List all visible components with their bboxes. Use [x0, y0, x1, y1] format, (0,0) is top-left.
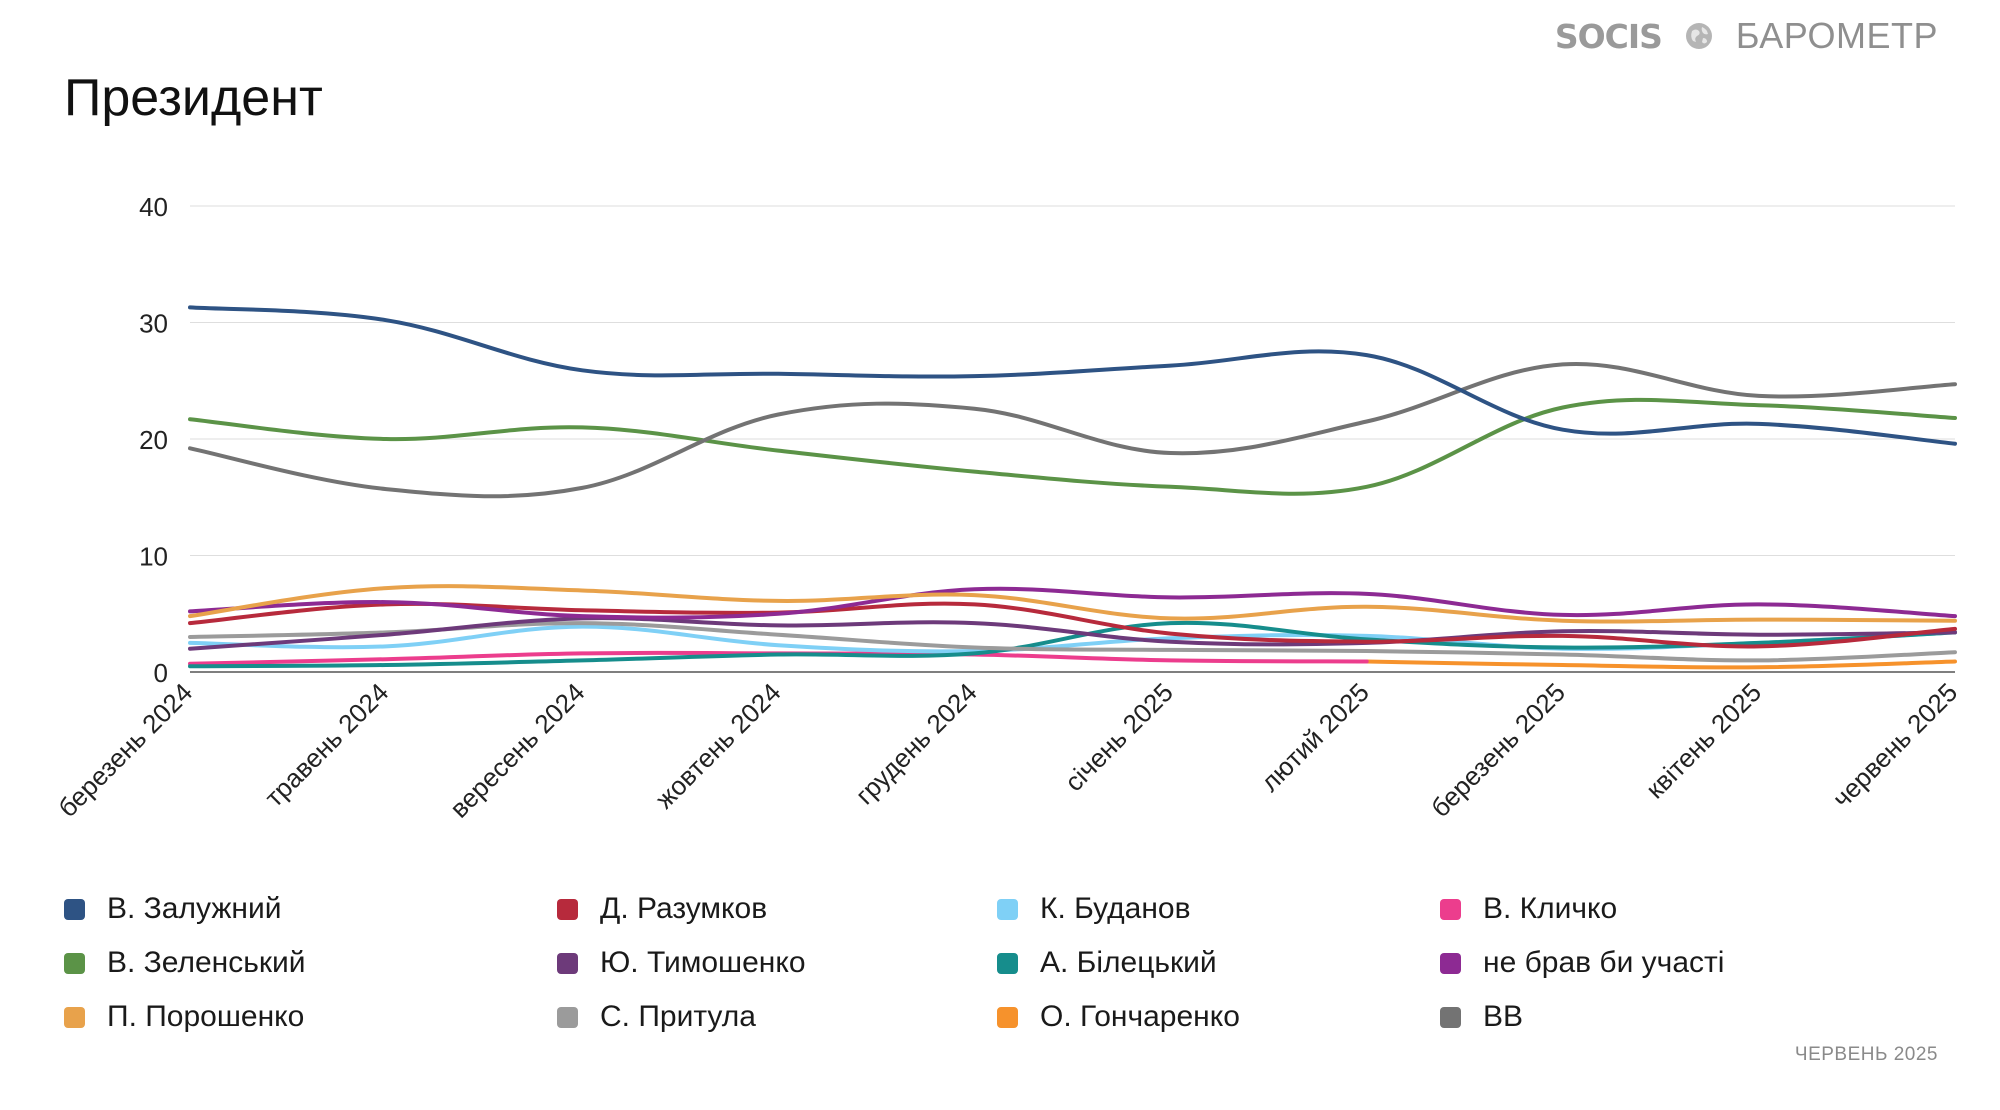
y-tick-label: 0 [154, 658, 168, 688]
legend-item: В. Кличко [1440, 892, 1900, 925]
x-tick-label: квітень 2025 [1640, 677, 1767, 804]
legend-swatch [997, 1006, 1018, 1028]
x-tick-label: березень 2024 [52, 677, 198, 823]
x-tick-label: грудень 2024 [849, 677, 982, 810]
y-axis-ticks: 0 10 20 30 40 [139, 192, 168, 688]
x-tick-label: березень 2025 [1425, 677, 1571, 823]
legend-swatch [64, 1006, 85, 1028]
x-tick-label: жовтень 2024 [649, 677, 786, 814]
legend-swatch [64, 952, 85, 974]
legend-swatch [557, 952, 578, 974]
x-axis-ticks: березень 2024 травень 2024 вересень 2024 жо… [52, 677, 1963, 824]
legend-swatch [1440, 898, 1461, 920]
y-tick-label: 30 [139, 309, 168, 339]
barometer-logo: БАРОМЕТР [1735, 15, 1938, 56]
legend-item: не брав би участі [1440, 946, 1900, 979]
legend-item: Д. Разумков [557, 892, 997, 925]
legend-label: К. Буданов [1040, 892, 1191, 925]
x-tick-label: лютий 2025 [1255, 677, 1375, 797]
x-tick-label: травень 2024 [259, 677, 395, 813]
line-chart: 0 10 20 30 40 березень 2024 травень 2024 верес… [52, 192, 1963, 824]
legend-item: К. Буданов [997, 892, 1440, 925]
x-tick-label: вересень 2024 [444, 677, 591, 824]
series-11-line [1364, 659, 1957, 670]
legend-item: В. Зеленський [64, 946, 557, 979]
legend-label: П. Порошенко [107, 1000, 305, 1033]
legend-item: О. Гончаренко [997, 1000, 1440, 1033]
legend-item: Ю. Тимошенко [557, 946, 997, 979]
globe-icon [1685, 23, 1712, 49]
legend-label: В. Залужний [107, 892, 282, 925]
series-9-line [188, 584, 1957, 624]
series-5-line [188, 397, 1957, 496]
series-8-line [188, 586, 1957, 620]
series-7-line [188, 620, 1957, 669]
legend-label: Ю. Тимошенко [600, 946, 806, 979]
series-6-line [188, 616, 1957, 651]
legend-label: А. Білецький [1040, 946, 1217, 979]
y-tick-label: 10 [139, 542, 168, 572]
legend-label: ВВ [1483, 1000, 1524, 1033]
y-tick-label: 20 [139, 425, 168, 455]
y-tick-label: 40 [139, 192, 168, 222]
legend-swatch [64, 898, 85, 920]
series-lines [188, 305, 1957, 670]
legend-label: В. Кличко [1483, 892, 1618, 925]
legend: В. Залужний Д. Разумков К. Буданов В. Кличк… [64, 892, 1944, 1033]
x-tick-label: червень 2025 [1826, 677, 1963, 814]
legend-swatch [997, 952, 1018, 974]
legend-swatch [997, 898, 1018, 920]
series-1-line [188, 305, 1957, 446]
grid-lines [190, 205, 1955, 673]
legend-swatch [557, 1006, 578, 1028]
legend-swatch [1440, 1006, 1461, 1028]
header-logo: SOCIS БАРОМЕТР [1555, 14, 1938, 58]
legend-label: Д. Разумков [600, 892, 768, 925]
series-2-line [188, 601, 1957, 649]
legend-swatch [557, 898, 578, 920]
legend-item: В. Залужний [64, 892, 557, 925]
page-title: Президент [64, 69, 323, 127]
legend-item: ВВ [1440, 1000, 1900, 1033]
legend-swatch [1440, 952, 1461, 974]
series-12-line [188, 361, 1957, 499]
socis-logo: SOCIS [1554, 16, 1663, 56]
x-tick-label: січень 2025 [1059, 677, 1179, 797]
legend-item: С. Притула [557, 1000, 997, 1033]
footer-date: ЧЕРВЕНЬ 2025 [1794, 1044, 1938, 1065]
legend-label: В. Зеленський [107, 946, 306, 979]
legend-item: А. Білецький [997, 946, 1440, 979]
legend-item: П. Порошенко [64, 1000, 557, 1033]
legend-label: О. Гончаренко [1040, 1000, 1240, 1033]
legend-label: С. Притула [600, 1000, 756, 1033]
legend-label: не брав би участі [1483, 946, 1725, 979]
